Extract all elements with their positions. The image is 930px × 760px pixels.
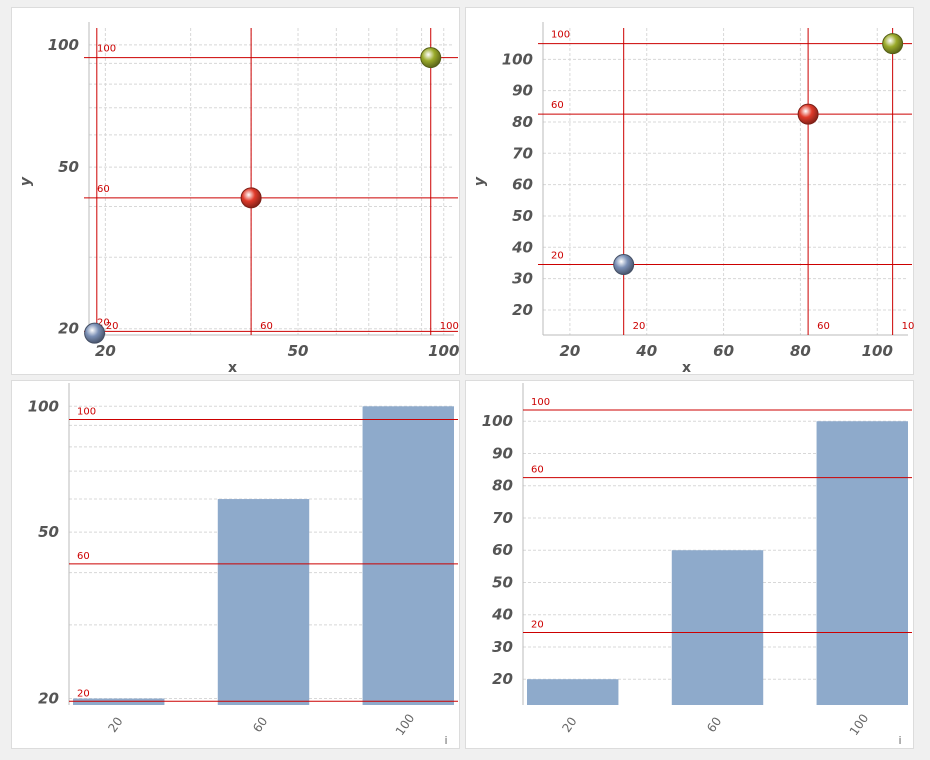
bar[interactable] <box>671 550 764 705</box>
category-label: 100 <box>847 711 872 738</box>
bar-chart-log: 20 50 100 20 60 100 20 60 100 i <box>28 383 458 747</box>
scatter-chart-linear: 20 30 40 50 60 70 80 90 100 20 40 60 80 100 x y 20 60 100 2… <box>472 22 915 376</box>
y-reference-label: 60 <box>531 465 544 476</box>
x-reference-label: 20 <box>633 321 646 332</box>
x-reference-label: 100 <box>902 321 915 332</box>
category-label: 60 <box>704 714 724 735</box>
y-tick-label: 90 <box>512 82 533 100</box>
scatter-point[interactable] <box>797 103 819 125</box>
y-tick-label: 20 <box>38 690 59 708</box>
x-reference-label: 100 <box>440 321 459 332</box>
x-tick-label: 60 <box>713 342 734 360</box>
y-tick-label: 100 <box>502 50 533 68</box>
y-tick-label: 100 <box>28 397 59 415</box>
x-tick-label: 100 <box>862 342 893 360</box>
bar[interactable] <box>217 499 310 705</box>
bar[interactable] <box>527 679 619 705</box>
y-tick-label: 20 <box>512 301 533 319</box>
category-label: 60 <box>250 714 270 735</box>
chart-panel-bar-linear: 20 30 40 50 60 70 80 90 100 20 60 100 20 60 100 i <box>465 380 914 749</box>
y-tick-label: 30 <box>492 638 513 656</box>
x-axis-label: i <box>444 734 447 747</box>
x-tick-label: 100 <box>428 342 459 360</box>
y-tick-label: 60 <box>512 176 533 194</box>
y-reference-label: 100 <box>77 406 96 417</box>
y-tick-label: 100 <box>48 36 79 54</box>
y-axis-label: y <box>18 176 34 186</box>
chart-panel-scatter-linear: 20 30 40 50 60 70 80 90 100 20 40 60 80 100 x y 20 60 100 2… <box>465 7 915 376</box>
y-tick-label: 90 <box>492 444 513 462</box>
y-tick-label: 100 <box>482 412 513 430</box>
scatter-chart-log: 20 50 100 20 50 100 x y 20 60 100 20 60 100 <box>18 22 459 376</box>
x-tick-label: 20 <box>95 342 116 360</box>
x-axis-label: x <box>682 360 691 376</box>
chart-panel-bar-log: 20 50 100 20 60 100 20 60 100 i <box>11 380 460 749</box>
x-reference-label: 60 <box>817 321 830 332</box>
scatter-point[interactable] <box>420 47 442 69</box>
chart-panel-scatter-log: 20 50 100 20 50 100 x y 20 60 100 20 60 100 <box>11 7 460 376</box>
scatter-point[interactable] <box>84 322 106 344</box>
category-label: 100 <box>393 711 418 738</box>
y-reference-label: 60 <box>97 184 110 195</box>
y-tick-label: 50 <box>512 207 533 225</box>
y-tick-label: 30 <box>512 270 533 288</box>
y-tick-label: 70 <box>512 144 533 162</box>
x-tick-label: 80 <box>790 342 811 360</box>
bar[interactable] <box>362 406 454 705</box>
y-tick-label: 50 <box>492 573 513 591</box>
x-reference-label: 60 <box>260 321 273 332</box>
category-label: 20 <box>105 714 125 735</box>
y-tick-label: 80 <box>492 477 513 495</box>
scatter-point[interactable] <box>240 187 262 209</box>
y-tick-label: 80 <box>512 113 533 131</box>
bar-chart-linear: 20 30 40 50 60 70 80 90 100 20 60 100 20 60 100 i <box>482 383 912 747</box>
y-reference-label: 20 <box>77 688 90 699</box>
y-tick-label: 40 <box>511 238 533 256</box>
y-axis-label: y <box>472 176 488 186</box>
x-tick-label: 40 <box>635 342 657 360</box>
y-reference-label: 60 <box>77 551 90 562</box>
scatter-point[interactable] <box>882 33 904 55</box>
scatter-point[interactable] <box>613 254 635 276</box>
y-tick-label: 20 <box>492 670 513 688</box>
y-tick-label: 60 <box>492 541 513 559</box>
y-tick-label: 50 <box>58 158 79 176</box>
x-axis-label: i <box>898 734 901 747</box>
category-label: 20 <box>559 714 579 735</box>
y-reference-label: 100 <box>551 30 570 41</box>
y-tick-label: 40 <box>491 606 513 624</box>
y-tick-label: 20 <box>58 320 79 338</box>
x-reference-label: 20 <box>106 321 119 332</box>
x-tick-label: 20 <box>559 342 580 360</box>
y-reference-label: 20 <box>551 251 564 262</box>
y-reference-label: 100 <box>97 44 116 55</box>
y-tick-label: 70 <box>492 509 513 527</box>
y-reference-label: 100 <box>531 397 550 408</box>
y-reference-label: 20 <box>531 619 544 630</box>
bar[interactable] <box>816 421 908 705</box>
x-tick-label: 50 <box>288 342 309 360</box>
y-reference-label: 60 <box>551 100 564 111</box>
y-reference-label: 20 <box>97 317 110 328</box>
y-tick-label: 50 <box>38 523 59 541</box>
x-axis-label: x <box>228 360 237 376</box>
